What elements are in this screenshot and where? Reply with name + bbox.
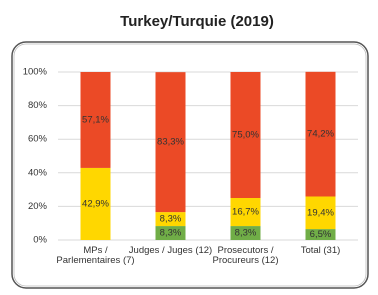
x-tick-label: Judges / Juges (12) <box>129 245 212 256</box>
y-tick-label: 100% <box>23 67 48 78</box>
y-tick-label: 60% <box>28 134 48 145</box>
x-tick-label: Prosecutors / Procureurs (12) <box>213 245 279 266</box>
bar-segment <box>230 226 261 240</box>
y-tick-label: 40% <box>28 167 48 178</box>
bar-segment <box>155 72 186 213</box>
value-label: 42,9% <box>82 198 109 209</box>
bar-segment <box>305 229 336 240</box>
bar-segment <box>155 226 186 240</box>
chart-frame <box>11 41 369 289</box>
x-tick-label-line: Judges / Juges (12) <box>129 245 212 256</box>
value-label: 19,4% <box>307 207 334 218</box>
value-label: 75,0% <box>232 130 259 141</box>
value-label: 83,3% <box>157 137 184 148</box>
value-label: 8,3% <box>160 228 182 239</box>
x-tick-label-line: Parlementaires (7) <box>56 255 134 266</box>
x-tick-label-line: MPs / <box>83 245 108 256</box>
bar-segment <box>305 71 336 197</box>
value-label: 16,7% <box>232 207 259 218</box>
x-tick-label-line: Prosecutors / <box>218 245 274 256</box>
value-label: 8,3% <box>235 228 257 239</box>
bar-segment <box>80 167 111 240</box>
x-tick-label: MPs / Parlementaires (7) <box>56 245 134 266</box>
bar-segment <box>230 198 261 227</box>
y-tick-label: 20% <box>28 201 48 212</box>
x-tick-label: Total (31) <box>301 245 341 256</box>
bar-segment <box>230 72 261 198</box>
y-tick-label: 80% <box>28 100 48 111</box>
y-tick-label: 0% <box>33 235 47 246</box>
bar-segment <box>155 212 186 227</box>
x-tick-label-line: Procureurs (12) <box>213 255 279 266</box>
chart-title: Turkey/Turquie (2019) <box>120 13 274 30</box>
value-label: 74,2% <box>307 129 334 140</box>
value-label: 6,5% <box>310 229 332 240</box>
value-label: 8,3% <box>160 214 182 225</box>
bar-segment <box>80 72 111 168</box>
x-tick-label-line: Total (31) <box>301 245 341 256</box>
bar-segment <box>305 196 336 230</box>
value-label: 57,1% <box>82 114 109 125</box>
